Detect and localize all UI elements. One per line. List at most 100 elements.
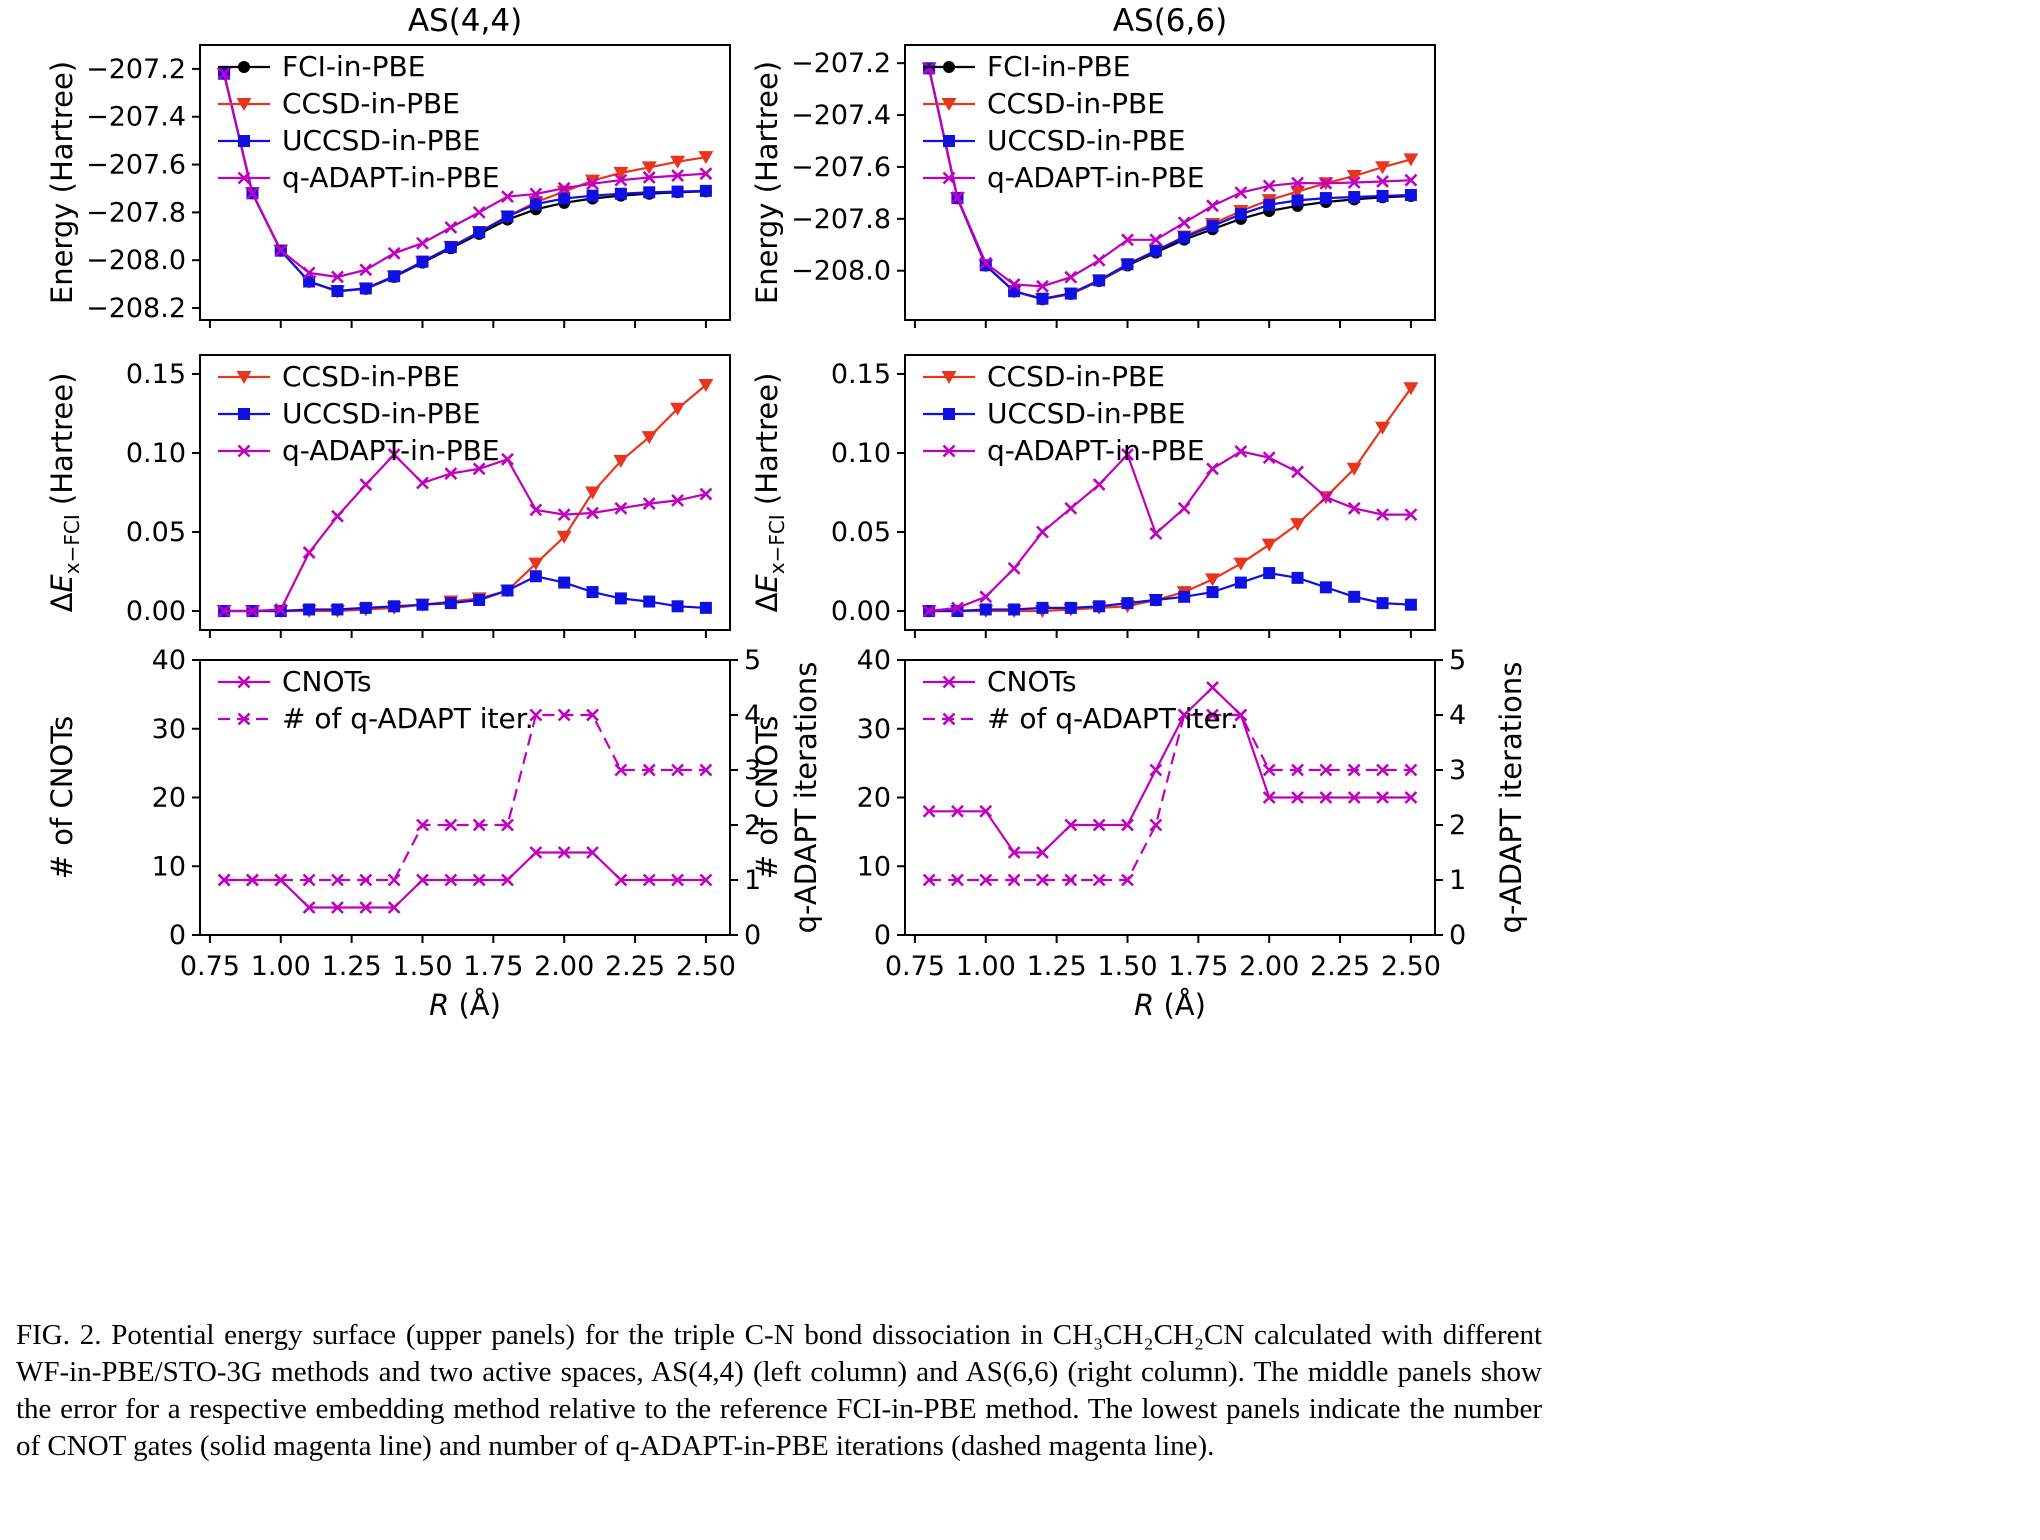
- error-as66-q-adapt-in-pbe-markers: [922, 444, 1418, 618]
- cnots-as66-of-q-adapt-iter-markers: [922, 708, 1418, 887]
- error-as66-axes-frame: [904, 354, 1436, 631]
- y2tick-label: 5: [1449, 645, 1466, 676]
- y2tick-label: 4: [1449, 700, 1466, 731]
- cnots-as44-cnots-line: [224, 851, 706, 909]
- xtick-label: 2.00: [534, 951, 594, 982]
- energy-as44-legend: FCI-in-PBE CCSD-in-PBE UCCSD-in-PBE q-ADAPT…: [218, 50, 500, 194]
- energy-as66-ylabel: Energy (Hartree): [750, 61, 784, 304]
- xtick-label: 1.75: [1168, 951, 1228, 982]
- legend-label: UCCSD-in-PBE: [282, 397, 480, 430]
- energy-as66-xticks: [913, 320, 1412, 328]
- error-as66-legend: CCSD-in-PBE UCCSD-in-PBE q-ADAPT-in-PBE: [923, 360, 1205, 467]
- cnots-as66-legend: CNOTs # of q-ADAPT iter.: [923, 665, 1239, 735]
- error-as66-uccsd-in-pbe-line: [929, 571, 1411, 613]
- y2tick-label: 1: [1449, 865, 1466, 896]
- panel-error-as66: 0.00 0.05 0.10 0.15 ΔEx−FCI (Hartree) CCSD-in…: [750, 354, 1436, 638]
- ytick-label: −207.4: [86, 102, 186, 133]
- panel-error-as44: 0.00 0.05 0.10 0.15 ΔEx−FCI (Hartree) CCSD-in…: [45, 354, 731, 638]
- xtick-label: 2.25: [605, 951, 665, 982]
- energy-as66-title: AS(6,6): [1113, 3, 1227, 39]
- error-as44-q-adapt-in-pbe-markers: [217, 448, 713, 618]
- legend-label: q-ADAPT-in-PBE: [282, 434, 500, 467]
- ytick-label: 0.10: [126, 438, 186, 469]
- cnots-as66-xlabel: R (Å): [1134, 988, 1206, 1022]
- panel-energy-as44: −207.2 −207.4 −207.6 −207.8 −208.0 −208.2 AS(4…: [45, 3, 731, 328]
- legend-label: CCSD-in-PBE: [987, 360, 1165, 393]
- legend-label: FCI-in-PBE: [987, 50, 1130, 83]
- energy-as66-q-adapt-in-pbe-markers: [922, 61, 1418, 293]
- energy-as44-q-adapt-in-pbe-markers: [217, 67, 713, 284]
- error-as44-ylabel: ΔEx−FCI (Hartree): [45, 373, 84, 613]
- y2tick-label: 3: [1449, 755, 1466, 786]
- ytick-label: 20: [152, 783, 186, 814]
- xtick-label: 1.00: [251, 951, 311, 982]
- xtick-label: 2.25: [1310, 951, 1370, 982]
- legend-label: # of q-ADAPT iter.: [987, 702, 1239, 735]
- legend-label: CNOTs: [282, 665, 372, 698]
- error-as44-axes-frame: [199, 354, 731, 631]
- cnots-as44-yticks: 0 10 20 30 40: [152, 645, 200, 951]
- cnots-as44-legend: CNOTs # of q-ADAPT iter.: [218, 665, 534, 735]
- error-as44-q-adapt-in-pbe-line: [224, 453, 707, 613]
- error-as44-yticks: 0.00 0.05 0.10 0.15: [126, 359, 200, 627]
- ytick-label: 40: [857, 645, 891, 676]
- legend-label: # of q-ADAPT iter.: [282, 702, 534, 735]
- xtick-label: 1.25: [1027, 951, 1087, 982]
- cnots-as44-xlabel: R (Å): [429, 988, 501, 1022]
- ytick-label: 0: [874, 920, 891, 951]
- ytick-label: 30: [857, 714, 891, 745]
- ytick-label: 0.00: [831, 596, 891, 627]
- ytick-label: 0.05: [831, 517, 891, 548]
- ytick-label: 40: [152, 645, 186, 676]
- ytick-label: −207.4: [791, 100, 891, 131]
- legend-label: CCSD-in-PBE: [282, 87, 460, 120]
- energy-as44-ylabel: Energy (Hartree): [45, 61, 79, 304]
- y2tick-label: 2: [1449, 810, 1466, 841]
- error-as66-yticks: 0.00 0.05 0.10 0.15: [831, 359, 905, 627]
- error-as44-uccsd-in-pbe-line: [224, 575, 706, 613]
- ytick-label: 0.10: [831, 438, 891, 469]
- error-as66-uccsd-in-pbe-markers: [923, 567, 1417, 618]
- xtick-label: 2.50: [1381, 951, 1441, 982]
- legend-label: CCSD-in-PBE: [987, 87, 1165, 120]
- error-as44-xticks: [208, 630, 707, 638]
- cnots-as66-cnots-line: [929, 685, 1411, 854]
- y2tick-label: 0: [1449, 920, 1466, 951]
- energy-as66-legend: FCI-in-PBE CCSD-in-PBE UCCSD-in-PBE q-ADAPT…: [923, 50, 1205, 194]
- y2tick-label: 4: [744, 700, 761, 731]
- cnots-as44-ylabel: # of CNOTs: [45, 716, 79, 879]
- ytick-label: −207.2: [791, 48, 891, 79]
- cnots-as44-xticks: 0.75 1.00 1.25 1.50 1.75 2.00 2.25 2.50: [180, 935, 736, 982]
- ytick-label: 0.05: [126, 517, 186, 548]
- xtick-label: 2.00: [1239, 951, 1299, 982]
- y2tick-label: 3: [744, 755, 761, 786]
- cnots-as44-y2label: q-ADAPT iterations: [789, 662, 823, 934]
- legend-label: q-ADAPT-in-PBE: [987, 161, 1205, 194]
- ytick-label: 0.15: [126, 359, 186, 390]
- ytick-label: 10: [857, 851, 891, 882]
- ytick-label: 20: [857, 783, 891, 814]
- cnots-as66-yticks: 0 10 20 30 40: [857, 645, 905, 951]
- ytick-label: −208.0: [86, 245, 186, 276]
- cnots-as66-y2ticks: 0 1 2 3 4 5: [1435, 645, 1466, 951]
- energy-as44-yticks: −207.2 −207.4 −207.6 −207.8 −208.0 −208.2: [86, 54, 200, 324]
- ytick-label: −207.2: [86, 54, 186, 85]
- xtick-label: 1.75: [463, 951, 523, 982]
- ytick-label: 10: [152, 851, 186, 882]
- error-as44-legend: CCSD-in-PBE UCCSD-in-PBE q-ADAPT-in-PBE: [218, 360, 500, 467]
- figure-caption: FIG. 2. Potential energy surface (upper …: [16, 1319, 1542, 1462]
- ytick-label: 0.00: [126, 596, 186, 627]
- cnots-as44-of-q-adapt-iter-markers: [217, 708, 713, 887]
- error-as44-uccsd-in-pbe-markers: [218, 570, 712, 618]
- error-as66-xticks: [913, 630, 1412, 638]
- cnots-as66-xticks: 0.75 1.00 1.25 1.50 1.75 2.00 2.25 2.50: [885, 935, 1441, 982]
- legend-label: UCCSD-in-PBE: [282, 124, 480, 157]
- panel-energy-as66: −207.2 −207.4 −207.6 −207.8 −208.0 AS(6,6) Ene…: [750, 3, 1436, 328]
- ytick-label: −207.8: [791, 204, 891, 235]
- energy-as66-axes-frame: [904, 44, 1436, 321]
- legend-label: q-ADAPT-in-PBE: [987, 434, 1205, 467]
- ytick-label: −208.2: [86, 293, 186, 324]
